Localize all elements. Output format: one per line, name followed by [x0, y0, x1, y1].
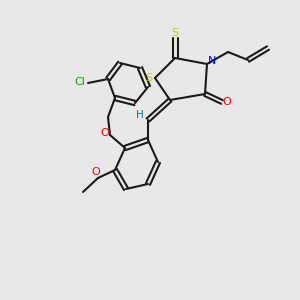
Text: Cl: Cl	[75, 77, 86, 87]
Text: O: O	[100, 128, 109, 138]
Text: N: N	[208, 56, 216, 66]
Text: S: S	[171, 28, 178, 38]
Text: O: O	[223, 97, 231, 107]
Text: S: S	[146, 73, 153, 83]
Text: O: O	[92, 167, 100, 177]
Text: H: H	[136, 110, 144, 120]
